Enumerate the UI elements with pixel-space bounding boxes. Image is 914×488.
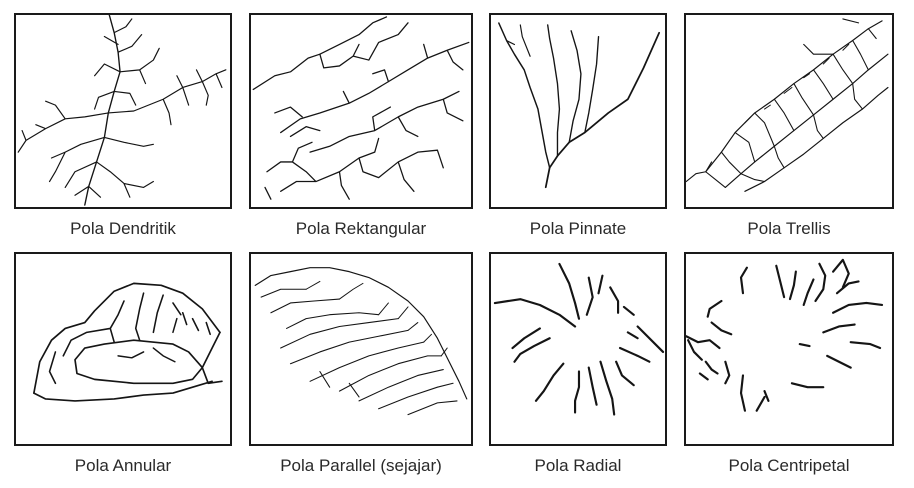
- centripetal-pattern-icon: [684, 252, 894, 446]
- pattern-label-radial: Pola Radial: [534, 456, 622, 475]
- pattern-label-pinnate: Pola Pinnate: [529, 219, 627, 238]
- trellis-pattern-icon: [684, 13, 894, 209]
- pattern-panel-radial: Pola Radial: [489, 252, 667, 478]
- annular-pattern-icon: [14, 252, 232, 446]
- pattern-panel-trellis: Pola Trellis: [684, 13, 894, 239]
- pattern-panel-centripetal: Pola Centripetal: [684, 252, 894, 478]
- pattern-panel-parallel: Pola Parallel (sejajar): [249, 252, 473, 478]
- pattern-label-centripetal: Pola Centripetal: [728, 456, 850, 475]
- dendritic-pattern-icon: [14, 13, 232, 209]
- pinnate-pattern-icon: [489, 13, 667, 209]
- pattern-label-rectangular: Pola Rektangular: [295, 219, 427, 238]
- pattern-label-dendritic: Pola Dendritik: [70, 219, 176, 238]
- pattern-panel-rectangular: Pola Rektangular: [249, 13, 473, 239]
- radial-pattern-icon: [489, 252, 667, 446]
- parallel-pattern-icon: [249, 252, 473, 446]
- pattern-panel-pinnate: Pola Pinnate: [489, 13, 667, 239]
- rectangular-pattern-icon: [249, 13, 473, 209]
- pattern-label-parallel: Pola Parallel (sejajar): [280, 456, 442, 475]
- pattern-label-trellis: Pola Trellis: [747, 219, 831, 238]
- pattern-label-annular: Pola Annular: [74, 456, 172, 475]
- pattern-panel-dendritic: Pola Dendritik: [14, 13, 232, 239]
- pattern-panel-annular: Pola Annular: [14, 252, 232, 478]
